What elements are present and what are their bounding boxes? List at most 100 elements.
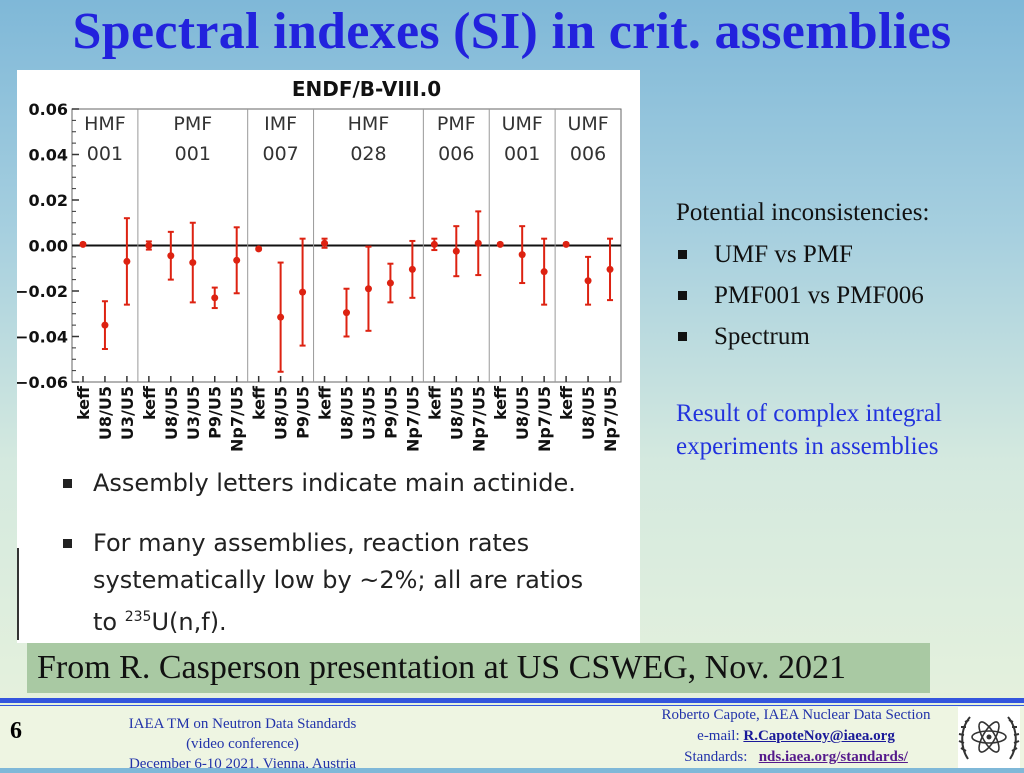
figure-note-item: Assembly letters indicate main actinide. xyxy=(57,465,576,502)
inconsistency-item: Spectrum xyxy=(676,316,1016,357)
data-point xyxy=(474,239,482,247)
data-point xyxy=(79,240,87,248)
side-heading: Potential inconsistencies: xyxy=(676,199,930,226)
data-point xyxy=(408,265,416,273)
y-tick-label: −0.02 xyxy=(17,282,68,301)
figure-note-line: systematically low by ~2%; all are ratio… xyxy=(93,566,584,594)
x-tick-label: keff xyxy=(140,385,159,420)
group-label-name: IMF xyxy=(264,113,297,135)
figure-panel: ENDF/B-VIII.0 0.06 0.04 0.02 0.00 −0.02 −0.04 −… xyxy=(17,70,640,643)
figure-note-line: For many assemblies, reaction rates xyxy=(93,529,530,557)
group-label-number: 007 xyxy=(262,143,298,165)
data-point xyxy=(233,256,241,264)
inconsistency-text: UMF vs PMF xyxy=(714,241,853,268)
square-bullet-icon xyxy=(678,332,687,341)
data-point xyxy=(255,245,263,253)
group-label-name: UMF xyxy=(567,113,608,135)
square-bullet-icon xyxy=(678,250,687,259)
figure-note-line: U(n,f). xyxy=(151,608,227,636)
standards-link[interactable]: nds.iaea.org/standards/ xyxy=(758,749,908,765)
data-point xyxy=(452,247,460,255)
x-tick-label: P9/U5 xyxy=(294,386,313,439)
group-label-name: UMF xyxy=(502,113,543,135)
inconsistency-item: PMF001 vs PMF006 xyxy=(676,275,1016,316)
footer-author: Roberto Capote, IAEA Nuclear Data Sectio… xyxy=(661,707,931,723)
y-tick-label: −0.04 xyxy=(17,328,68,347)
inconsistency-list: UMF vs PMF PMF001 vs PMF006 Spectrum xyxy=(676,234,1016,357)
x-tick-label: U8/U5 xyxy=(272,386,291,440)
y-tick-label: −0.06 xyxy=(17,373,68,392)
footer-bar xyxy=(0,706,1024,768)
slide-title: Spectral indexes (SI) in crit. assemblie… xyxy=(72,3,952,60)
x-tick-label: keff xyxy=(491,385,510,420)
x-tick-label: Np7/U5 xyxy=(535,386,554,452)
group-label-number: 001 xyxy=(87,143,123,165)
data-point xyxy=(211,294,219,302)
data-point xyxy=(386,279,394,287)
x-tick-label: P9/U5 xyxy=(381,386,400,439)
superscript-235: 235 xyxy=(124,609,152,625)
data-point xyxy=(299,288,307,296)
data-point xyxy=(167,252,175,260)
standards-label: Standards: xyxy=(684,749,748,765)
x-tick-label: U8/U5 xyxy=(162,386,181,440)
x-tick-label: U3/U5 xyxy=(118,386,137,440)
y-tick-label: 0.06 xyxy=(29,100,68,119)
x-tick-label: keff xyxy=(316,385,335,420)
x-tick-label: Np7/U5 xyxy=(601,386,620,452)
data-point xyxy=(518,251,526,259)
result-note: Result of complex integral experiments i… xyxy=(676,397,1016,463)
email-label: e-mail: xyxy=(697,728,744,744)
x-tick-label: U3/U5 xyxy=(359,386,378,440)
group-label-name: PMF xyxy=(173,113,212,135)
group-label-number: 006 xyxy=(570,143,606,165)
footer-event-line: IAEA TM on Neutron Data Standards xyxy=(128,716,357,732)
data-point xyxy=(496,240,504,248)
page-number: 6 xyxy=(10,718,22,744)
figure-note-item: For many assemblies, reaction rates syst… xyxy=(57,525,583,641)
inconsistency-text: PMF001 vs PMF006 xyxy=(714,282,924,309)
error-bar-chart: ENDF/B-VIII.0 0.06 0.04 0.02 0.00 −0.02 −0.04 −… xyxy=(17,77,622,452)
data-point xyxy=(123,257,131,265)
x-tick-label: keff xyxy=(557,385,576,420)
group-label-name: PMF xyxy=(437,113,476,135)
x-tick-label: U8/U5 xyxy=(513,386,532,440)
x-tick-label: U3/U5 xyxy=(184,386,203,440)
data-point xyxy=(189,259,197,267)
data-point xyxy=(101,321,109,329)
x-tick-label: keff xyxy=(250,385,269,420)
data-point xyxy=(584,277,592,285)
footer-event-line: (video conference) xyxy=(186,736,299,752)
footer-divider xyxy=(0,698,1024,703)
square-bullet-icon xyxy=(63,479,72,488)
email-link[interactable]: R.CapoteNoy@iaea.org xyxy=(743,728,895,744)
data-point xyxy=(321,239,329,247)
data-point xyxy=(540,268,548,276)
figure-note-line: to xyxy=(93,608,125,636)
data-point xyxy=(277,313,285,321)
footer-event-info: IAEA TM on Neutron Data Standards (video… xyxy=(100,714,385,768)
result-line: experiments in assemblies xyxy=(676,433,939,460)
data-point xyxy=(562,240,570,248)
footer-divider-thin xyxy=(0,705,1024,706)
chart-title: ENDF/B-VIII.0 xyxy=(292,77,441,101)
data-point xyxy=(606,265,614,273)
x-tick-label: Np7/U5 xyxy=(403,386,422,452)
source-caption: From R. Casperson presentation at US CSW… xyxy=(27,643,930,693)
x-tick-label: U8/U5 xyxy=(447,386,466,440)
y-tick-label: 0.02 xyxy=(29,191,68,210)
group-label-number: 006 xyxy=(438,143,474,165)
group-label-number: 001 xyxy=(175,143,211,165)
x-tick-label: U8/U5 xyxy=(338,386,357,440)
x-tick-label: Np7/U5 xyxy=(469,386,488,452)
x-tick-label: keff xyxy=(74,385,93,420)
y-tick-label: 0.04 xyxy=(29,146,68,165)
footer-event-line: December 6-10 2021, Vienna, Austria xyxy=(128,756,357,768)
data-point xyxy=(364,285,372,293)
x-tick-label: P9/U5 xyxy=(206,386,225,439)
group-label-name: HMF xyxy=(84,113,126,135)
square-bullet-icon xyxy=(63,539,72,548)
group-label-name: HMF xyxy=(348,113,390,135)
side-panel: Potential inconsistencies: UMF vs PMF PM… xyxy=(676,196,1016,463)
x-tick-label: Np7/U5 xyxy=(228,386,247,452)
